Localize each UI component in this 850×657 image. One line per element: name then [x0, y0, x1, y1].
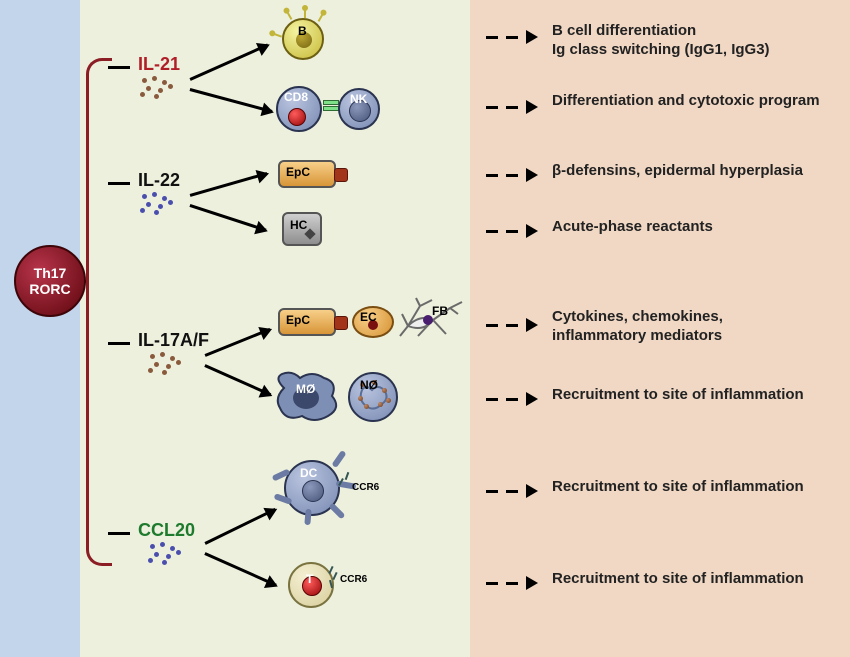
stub-ccl20 [108, 532, 130, 535]
label-nk: NK [350, 92, 367, 106]
dots-il17 [148, 352, 188, 374]
label-ec: EC [360, 310, 377, 324]
diagram-stage: Th17 RORC IL-21 IL-22 IL-17A/F CCL20 .so… [0, 0, 850, 657]
cell-macrophage [272, 368, 342, 424]
dasharrow-2 [486, 100, 546, 114]
dasharrow-6 [486, 392, 546, 406]
label-il17: IL-17A/F [138, 330, 209, 351]
label-ccr6-dc: CCR6 [352, 482, 379, 493]
label-il22: IL-22 [138, 170, 180, 191]
dasharrow-3 [486, 168, 546, 182]
outcome-8: Recruitment to site of inflammation [552, 570, 804, 589]
dots-il22 [140, 192, 180, 214]
label-il21: IL-21 [138, 54, 180, 75]
stub-il21 [108, 66, 130, 69]
label-epc-2: EpC [286, 313, 310, 327]
label-hc: HC [290, 218, 307, 232]
outcome-5: Cytokines, chemokines, inflammatory medi… [552, 308, 723, 346]
label-dc: DC [300, 466, 317, 480]
label-fb: FB [432, 304, 448, 318]
cell-fb [398, 296, 468, 342]
th17-line1: Th17 [34, 265, 67, 281]
outcome-1: B cell differentiation Ig class switchin… [552, 22, 770, 60]
synapse-icon [323, 100, 337, 110]
outcome-7: Recruitment to site of inflammation [552, 478, 804, 497]
label-t: T [306, 572, 313, 586]
dots-il21 [140, 76, 180, 98]
th17-cell: Th17 RORC [14, 245, 86, 317]
label-m0: MØ [296, 382, 315, 396]
dasharrow-8 [486, 576, 546, 590]
stub-il22 [108, 182, 130, 185]
label-b: B [298, 24, 307, 38]
label-ccl20: CCL20 [138, 520, 195, 541]
outcome-4: Acute-phase reactants [552, 218, 713, 237]
stub-il17 [108, 342, 130, 345]
dasharrow-4 [486, 224, 546, 238]
outcome-2: Differentiation and cytotoxic program [552, 92, 822, 111]
bracket [86, 58, 112, 566]
outcome-6: Recruitment to site of inflammation [552, 386, 804, 405]
th17-line2: RORC [29, 281, 70, 297]
dasharrow-5 [486, 318, 546, 332]
bg-left [0, 0, 80, 657]
label-epc-1: EpC [286, 165, 310, 179]
outcome-3: β-defensins, epidermal hyperplasia [552, 162, 803, 181]
label-ccr6-t: CCR6 [340, 574, 367, 585]
dasharrow-7 [486, 484, 546, 498]
dots-ccl20 [148, 542, 188, 564]
label-cd8: CD8 [284, 90, 308, 104]
dasharrow-1 [486, 30, 546, 44]
label-n0: NØ [360, 378, 378, 392]
